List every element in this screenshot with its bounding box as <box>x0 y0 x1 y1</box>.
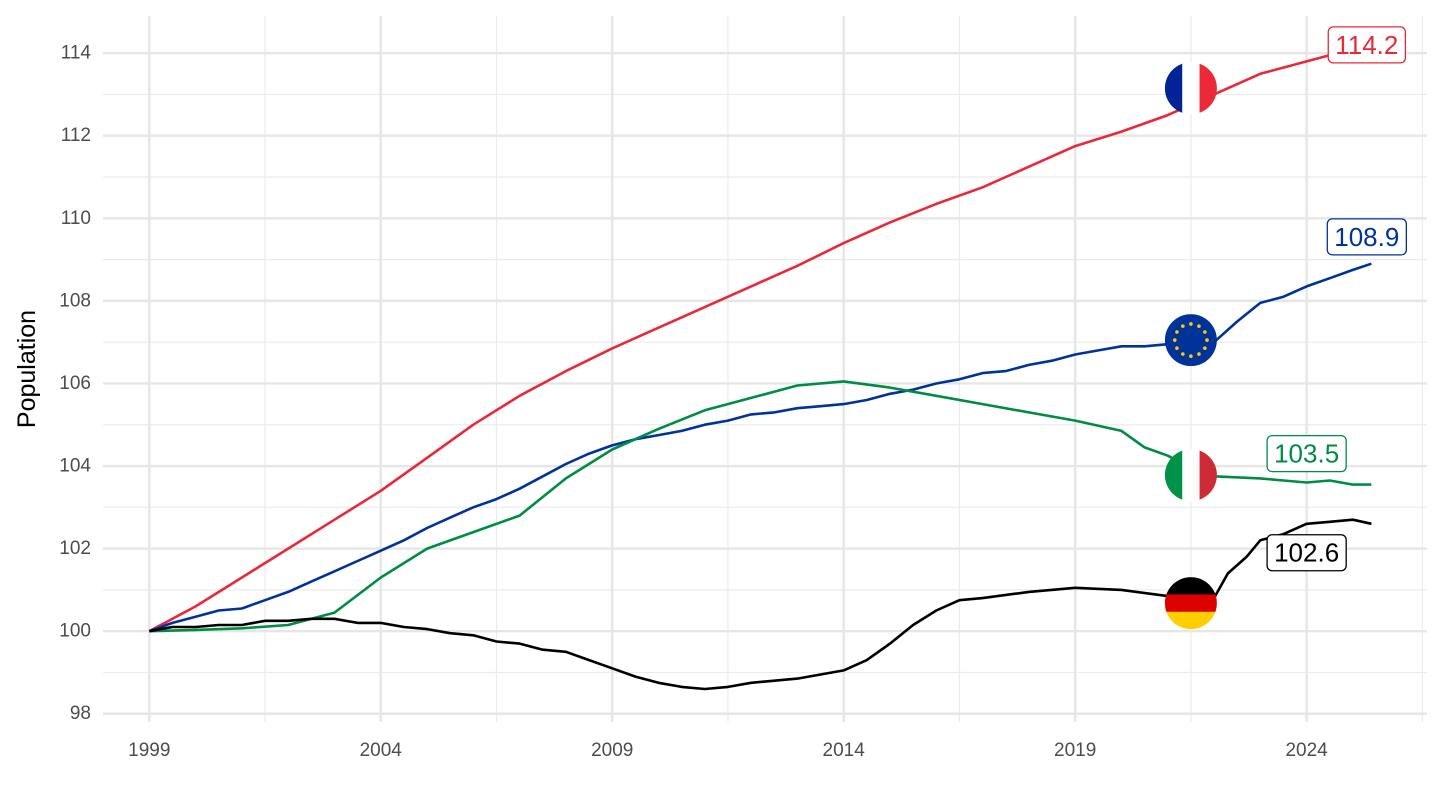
eu-star-icon <box>1189 354 1193 359</box>
france-end-label: 114.2 <box>1327 26 1407 64</box>
italy-flag-icon <box>1164 449 1217 502</box>
y-tick-label: 112 <box>61 125 91 146</box>
euro-area-end-label: 108.9 <box>1326 218 1408 256</box>
germany-flag-icon <box>1164 577 1217 630</box>
eu-star-icon <box>1181 352 1185 356</box>
italy-end-label: 103.5 <box>1266 434 1347 473</box>
eu-star-icon <box>1172 338 1177 342</box>
x-tick-labels: 1999 2004 2009 2014 2019 2024 <box>128 740 1328 761</box>
x-tick-label: 2024 <box>1285 740 1328 761</box>
x-tick-label: 1999 <box>128 740 170 761</box>
eu-star-icon <box>1197 352 1201 356</box>
end-label-box <box>1266 434 1347 473</box>
x-tick-label: 2004 <box>360 740 403 761</box>
x-tick-label: 2019 <box>1054 740 1096 761</box>
y-axis-title: Population <box>13 310 41 428</box>
end-label-value: 103.5 <box>1274 439 1339 469</box>
y-tick-label: 114 <box>61 43 92 64</box>
end-label-value: 102.6 <box>1274 538 1339 568</box>
y-tick-labels: 98 100 102 104 106 108 110 112 114 <box>59 43 91 725</box>
germany-end-label: 102.6 <box>1266 534 1347 572</box>
x-tick-label: 2009 <box>591 740 633 761</box>
x-tick-label: 2014 <box>823 740 866 761</box>
end-label-box <box>1326 218 1408 256</box>
end-label-value: 114.2 <box>1335 30 1398 60</box>
major-gridlines <box>103 16 1427 722</box>
flag-markers <box>1164 62 1217 630</box>
france-flag-icon <box>1164 62 1217 115</box>
eu-star-icon <box>1175 330 1179 334</box>
end-labels: 114.2 108.9 103.5 102.6 <box>1266 26 1408 572</box>
end-label-box <box>1266 534 1347 572</box>
italy-series-line <box>149 380 1372 633</box>
y-tick-label: 108 <box>59 290 91 311</box>
y-tick-label: 106 <box>59 373 91 394</box>
minor-gridlines <box>103 16 1427 722</box>
y-tick-label: 104 <box>59 456 91 477</box>
y-tick-label: 98 <box>70 703 91 724</box>
eu-flag-icon <box>1164 314 1217 367</box>
eu-star-icon <box>1203 346 1207 350</box>
y-tick-label: 100 <box>59 621 91 642</box>
y-tick-label: 102 <box>59 538 91 559</box>
eu-star-icon <box>1203 330 1207 334</box>
eu-star-icon <box>1197 324 1201 328</box>
y-tick-label: 110 <box>61 208 91 229</box>
end-label-box <box>1327 26 1407 64</box>
eu-star-icon <box>1189 322 1193 326</box>
end-label-value: 108.9 <box>1334 222 1399 252</box>
eu-star-icon <box>1181 324 1185 328</box>
eu-star-icon <box>1205 338 1209 342</box>
eu-star-icon <box>1175 346 1179 350</box>
